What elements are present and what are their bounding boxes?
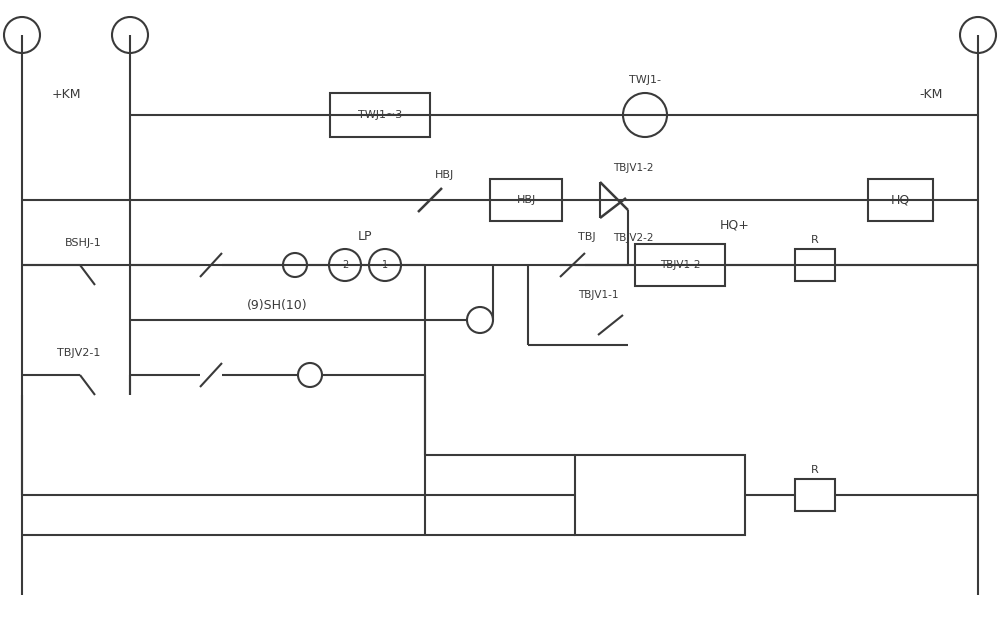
Text: HBJ: HBJ xyxy=(435,170,454,180)
Bar xyxy=(795,479,835,511)
Text: R: R xyxy=(811,235,819,245)
Text: TBJ: TBJ xyxy=(578,232,596,242)
Text: TBJV1-2: TBJV1-2 xyxy=(613,163,654,173)
Text: TBJV1-1: TBJV1-1 xyxy=(578,290,618,300)
Bar xyxy=(330,93,430,137)
Circle shape xyxy=(467,307,493,333)
Circle shape xyxy=(4,17,40,53)
Bar xyxy=(575,455,745,535)
Bar xyxy=(795,249,835,281)
Text: HQ+: HQ+ xyxy=(720,218,750,232)
Text: HQ: HQ xyxy=(891,193,910,207)
Text: LP: LP xyxy=(358,230,372,243)
Text: HBJ: HBJ xyxy=(516,195,536,205)
Text: 2: 2 xyxy=(342,260,348,270)
Bar xyxy=(868,179,933,221)
Text: 1: 1 xyxy=(382,260,388,270)
Circle shape xyxy=(960,17,996,53)
Text: TBJV2-1: TBJV2-1 xyxy=(57,348,100,358)
Text: TBJV1-2: TBJV1-2 xyxy=(660,260,700,270)
Circle shape xyxy=(298,363,322,387)
Text: TBJV2-2: TBJV2-2 xyxy=(613,233,654,243)
Text: -KM: -KM xyxy=(920,89,943,101)
Text: +KM: +KM xyxy=(52,89,82,101)
Text: BSHJ-1: BSHJ-1 xyxy=(65,238,102,248)
Text: (9)SH(10): (9)SH(10) xyxy=(247,299,308,311)
Circle shape xyxy=(112,17,148,53)
Circle shape xyxy=(283,253,307,277)
Circle shape xyxy=(623,93,667,137)
Text: TWJ1-: TWJ1- xyxy=(629,75,661,85)
Circle shape xyxy=(369,249,401,281)
Text: TWJ1~3: TWJ1~3 xyxy=(358,110,402,120)
Bar xyxy=(635,244,725,286)
Text: R: R xyxy=(811,465,819,475)
Bar xyxy=(490,179,562,221)
Circle shape xyxy=(329,249,361,281)
